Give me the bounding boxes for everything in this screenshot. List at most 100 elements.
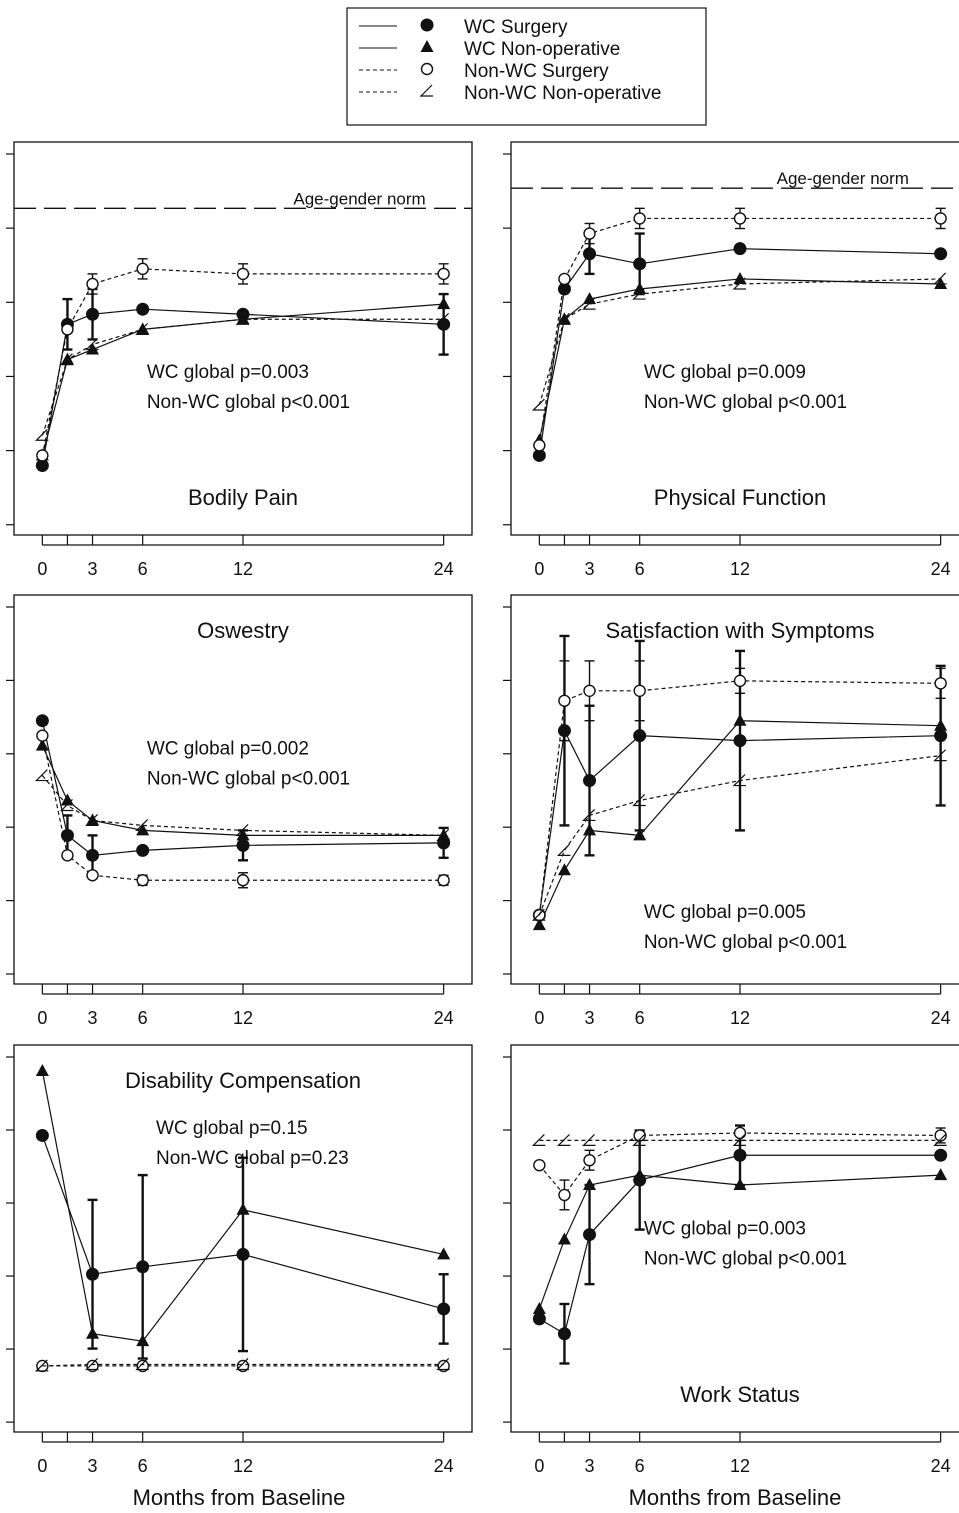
x-tick-label: 0	[37, 559, 47, 579]
data-point	[532, 1301, 546, 1314]
data-point	[582, 1133, 596, 1147]
panel-title: Oswestry	[197, 618, 289, 643]
p-value-annotation: WC global p=0.003	[644, 1219, 806, 1240]
series-line	[41, 775, 444, 836]
series-line	[41, 303, 444, 456]
series-wc-surgery	[532, 232, 948, 462]
data-point	[583, 247, 597, 261]
data-point	[583, 1228, 597, 1242]
data-point	[583, 684, 596, 697]
data-point	[733, 242, 747, 256]
data-point	[533, 1158, 546, 1172]
x-tick-label: 0	[37, 1008, 47, 1028]
series-line	[42, 1363, 444, 1367]
series-non-wc-surgery	[533, 660, 947, 922]
panel-disability-compensation: 0 3 6 12 24 Disability Compensation WC global …	[6, 1044, 473, 1476]
data-point	[632, 1133, 646, 1147]
data-point	[583, 1154, 596, 1167]
series-non-wc-surgery	[36, 258, 450, 462]
data-point	[86, 307, 100, 321]
data-point	[583, 823, 597, 836]
legend-label: WC Non-operative	[464, 39, 620, 60]
data-point	[583, 227, 596, 240]
data-point	[532, 918, 546, 931]
data-point	[531, 908, 546, 921]
legend-marker-wc-non-operative	[420, 40, 434, 52]
p-value-annotation: Non-WC global p=0.23	[156, 1148, 349, 1169]
series-line	[538, 755, 941, 916]
data-point	[582, 297, 596, 310]
x-tick-label: 6	[635, 559, 645, 579]
panel-bodily-pain: 0 3 6 12 24 Age-gender norm Bodily Pain WC glob…	[6, 141, 473, 579]
data-point	[136, 1359, 149, 1373]
data-point	[35, 714, 49, 728]
x-tick-label: 24	[931, 1008, 951, 1028]
data-point	[136, 262, 149, 276]
data-point	[733, 212, 747, 225]
data-point	[733, 271, 747, 284]
legend-marker-non-wc-non-operative	[419, 84, 433, 97]
data-point	[556, 312, 571, 325]
data-point	[934, 677, 947, 690]
x-axis-label-right: Months from Baseline	[629, 1485, 842, 1510]
series-line	[41, 735, 444, 881]
series-non-wc-surgery	[36, 729, 450, 889]
x-tick-label: 0	[37, 1456, 47, 1476]
legend-item-wc-non-operative: WC Non-operative	[359, 39, 620, 60]
series-wc-non-operative	[532, 1168, 948, 1314]
legend-item-wc-surgery: WC Surgery	[359, 17, 568, 38]
data-point	[86, 1326, 100, 1339]
data-point	[732, 1133, 746, 1147]
legend-label: WC Surgery	[464, 17, 568, 38]
age-gender-norm-label: Age-gender norm	[293, 189, 425, 208]
x-tick-label: 3	[88, 559, 98, 579]
data-point	[136, 874, 149, 887]
data-point	[437, 297, 451, 310]
legend-box	[346, 7, 707, 126]
data-point	[437, 1302, 451, 1316]
age-gender-norm-label: Age-gender norm	[777, 169, 909, 188]
panel-title: Physical Function	[654, 485, 826, 510]
series-line	[41, 318, 444, 436]
series-non-wc-non-operative	[34, 769, 450, 841]
data-point	[933, 749, 947, 762]
data-point	[632, 287, 646, 300]
data-point	[436, 1358, 450, 1371]
data-point	[437, 267, 450, 281]
data-point	[35, 1128, 49, 1142]
series-line	[538, 680, 941, 916]
legend-marker-wc-surgery	[420, 18, 434, 32]
data-point	[557, 1232, 571, 1245]
data-point	[733, 1178, 747, 1191]
series-line	[41, 745, 444, 836]
data-point	[633, 257, 647, 271]
data-point	[34, 1359, 49, 1372]
data-point	[36, 449, 49, 462]
panel-title: Satisfaction with Symptoms	[606, 618, 875, 643]
data-point	[85, 338, 99, 351]
data-point	[85, 1358, 99, 1371]
data-point	[86, 277, 99, 291]
series-wc-non-operative	[532, 713, 948, 931]
x-tick-label: 24	[434, 1008, 454, 1028]
legend-item-non-wc-non-operative: Non-WC Non-operative	[359, 83, 661, 104]
x-tick-label: 6	[635, 1008, 645, 1028]
plot-frame	[13, 594, 473, 985]
data-point	[35, 1064, 49, 1076]
data-point	[633, 212, 646, 225]
data-point	[236, 1202, 250, 1215]
data-point	[934, 1168, 948, 1181]
x-tick-label: 6	[138, 559, 148, 579]
p-value-annotation: WC global p=0.003	[147, 362, 309, 383]
data-point	[556, 843, 571, 856]
data-point	[583, 292, 597, 305]
data-point	[583, 1178, 597, 1191]
x-tick-label: 24	[434, 1456, 454, 1476]
x-tick-label: 6	[635, 1456, 645, 1476]
data-point	[633, 828, 647, 841]
p-value-annotation: Non-WC global p<0.001	[644, 392, 847, 413]
data-point	[531, 398, 546, 411]
data-point	[733, 1126, 747, 1140]
series-wc-non-operative	[35, 738, 451, 841]
